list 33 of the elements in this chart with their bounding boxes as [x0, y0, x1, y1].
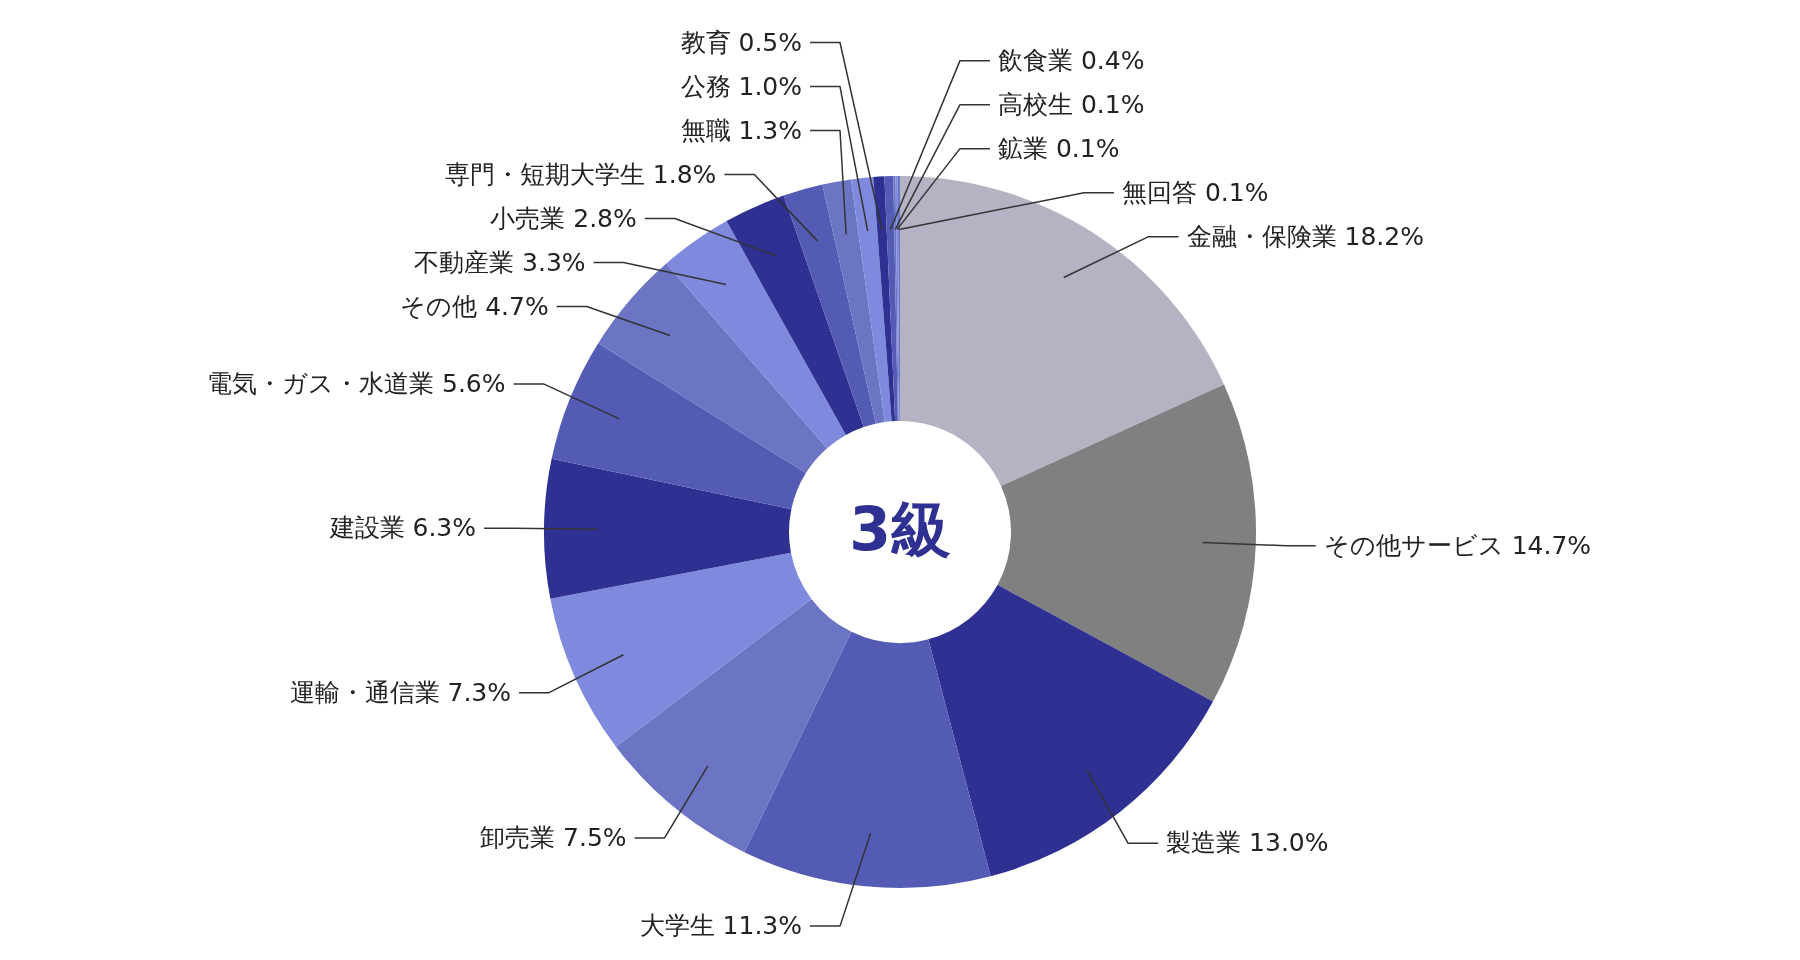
slice-label: 小売業 2.8% — [490, 203, 637, 233]
slice-label: 運輸・通信業 7.3% — [289, 677, 512, 707]
donut-slice — [884, 176, 898, 422]
slice-label: 無回答 0.1% — [1121, 177, 1269, 207]
slice-label: 建設業 6.3% — [328, 513, 477, 543]
donut-slice — [550, 552, 812, 747]
donut-slice — [544, 458, 792, 599]
donut-slice — [726, 195, 864, 436]
slice-label: 無職 1.3% — [680, 115, 802, 145]
slice-label: 不動産業 3.3% — [414, 247, 586, 277]
slice-label: その他サービス 14.7% — [1323, 530, 1592, 560]
slice-label: 教育 0.5% — [680, 27, 802, 57]
slice-label: 飲食業 0.4% — [998, 45, 1145, 75]
slice-label: その他 4.7% — [400, 291, 549, 321]
slice-label: 卸売業 7.5% — [480, 822, 627, 852]
slice-label: 金融・保険業 18.2% — [1186, 221, 1424, 251]
slice-label: 専門・短期大学生 1.8% — [444, 159, 717, 189]
slice-label: 大学生 11.3% — [639, 911, 802, 941]
donut-slice — [997, 384, 1256, 702]
donut-slice — [598, 263, 828, 474]
slice-label: 電気・ガス・水道業 5.6% — [207, 368, 506, 398]
donut-slice — [850, 177, 892, 423]
donut-slice — [744, 631, 991, 888]
slice-label: 高校生 0.1% — [998, 89, 1145, 119]
text: 3級 — [849, 494, 951, 564]
slice-label: 製造業 13.0% — [1166, 828, 1329, 858]
donut-slice — [822, 179, 885, 424]
slice-label: 鉱業 0.1% — [998, 133, 1120, 163]
donut-slice — [873, 176, 896, 422]
donut-slice — [551, 343, 806, 510]
donut-slice — [666, 221, 846, 449]
donut-slice — [783, 184, 876, 428]
slice-label: 公務 1.0% — [680, 71, 802, 101]
